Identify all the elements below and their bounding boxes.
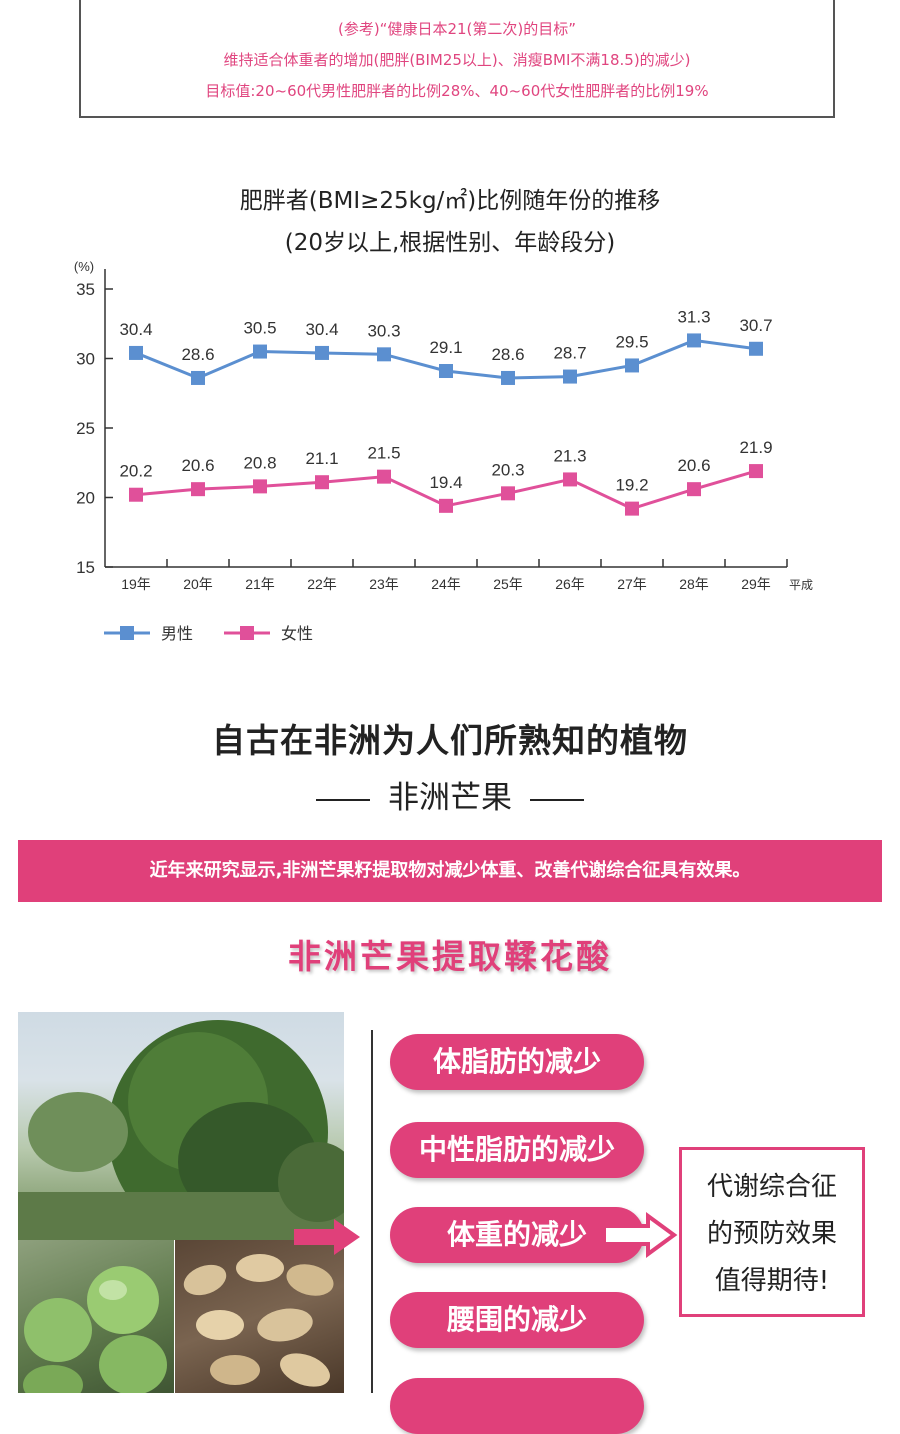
y-tick-label: 15 <box>76 558 95 577</box>
data-label: 30.3 <box>367 321 400 340</box>
data-point <box>439 364 453 379</box>
benefit-pill-3: 体重的减少 <box>390 1207 644 1263</box>
fruit-photo <box>18 1240 174 1393</box>
data-point <box>191 370 205 385</box>
benefit-pill-2: 中性脂肪的减少 <box>390 1122 644 1178</box>
data-point <box>129 345 143 360</box>
x-tick-label: 24年 <box>431 576 461 592</box>
data-label: 28.7 <box>553 344 586 363</box>
legend-label-1: 女性 <box>281 624 313 643</box>
outline-arrow-icon <box>602 1212 678 1258</box>
expectation-box: 代谢综合征 的预防效果 值得期待! <box>679 1147 865 1317</box>
data-point <box>625 501 639 516</box>
benefit-pill-4: 腰围的减少 <box>390 1292 644 1348</box>
data-point <box>377 347 391 362</box>
data-label: 21.9 <box>739 438 772 457</box>
tree-photo <box>18 1012 344 1240</box>
research-banner: 近年来研究显示,非洲芒果籽提取物对减少体重、改善代谢综合征具有效果。 <box>18 840 882 902</box>
data-point <box>315 345 329 360</box>
x-axis-label: 平成 <box>789 578 813 592</box>
divider-line <box>371 1030 373 1393</box>
data-point <box>749 341 763 356</box>
data-point <box>439 498 453 513</box>
data-point <box>315 475 329 490</box>
expectation-line-3: 值得期待! <box>714 1266 830 1296</box>
data-point <box>377 469 391 484</box>
data-point <box>563 472 577 487</box>
x-tick-label: 22年 <box>307 576 337 592</box>
x-tick-label: 23年 <box>369 576 399 592</box>
data-label: 20.6 <box>181 456 214 475</box>
data-point <box>687 482 701 497</box>
legend-marker-0 <box>120 626 134 640</box>
data-label: 30.7 <box>739 316 772 335</box>
data-label: 30.4 <box>305 320 338 339</box>
data-label: 28.6 <box>181 345 214 364</box>
data-label: 21.1 <box>305 449 338 468</box>
reference-box: (参考)“健康日本21(第二次)的目标” 维持适合体重者的增加(肥胖(BIM25… <box>79 0 835 118</box>
data-label: 29.5 <box>615 332 648 351</box>
data-label: 21.5 <box>367 444 400 463</box>
section-subtitle: 非洲芒果 <box>388 780 512 816</box>
seed-photo <box>175 1240 344 1393</box>
data-point <box>191 482 205 497</box>
data-point <box>129 487 143 502</box>
y-tick-label: 30 <box>76 350 95 369</box>
data-point <box>687 333 701 348</box>
data-label: 19.4 <box>429 473 462 492</box>
section-title: 自古在非洲为人们所熟知的植物 <box>212 721 688 760</box>
section-subtitle-row: 非洲芒果 <box>0 772 900 817</box>
chart-title: 肥胖者(BMI≥25kg/㎡)比例随年份的推移 <box>239 188 661 214</box>
left-dash <box>316 798 370 801</box>
x-tick-label: 19年 <box>121 576 151 592</box>
right-arrow-icon <box>294 1219 360 1255</box>
data-label: 20.2 <box>119 462 152 481</box>
data-point <box>501 486 515 501</box>
data-label: 29.1 <box>429 338 462 357</box>
data-point <box>625 358 639 373</box>
expectation-line-2: 的预防效果 <box>706 1219 837 1249</box>
right-dash <box>530 798 584 801</box>
x-tick-label: 26年 <box>555 576 585 592</box>
data-label: 20.6 <box>677 456 710 475</box>
data-label: 31.3 <box>677 307 710 326</box>
data-point <box>563 369 577 384</box>
data-label: 21.3 <box>553 446 586 465</box>
x-tick-label: 29年 <box>741 576 771 592</box>
data-label: 19.2 <box>615 476 648 495</box>
x-tick-label: 20年 <box>183 576 213 592</box>
benefit-pill-5 <box>390 1378 644 1434</box>
x-tick-label: 28年 <box>679 576 709 592</box>
reference-line-1: (参考)“健康日本21(第二次)的目标” <box>337 20 577 38</box>
data-label: 28.6 <box>491 345 524 364</box>
data-point <box>253 344 267 359</box>
y-tick-label: 25 <box>76 419 95 438</box>
x-tick-label: 25年 <box>493 576 523 592</box>
x-tick-label: 21年 <box>245 576 275 592</box>
data-point <box>501 370 515 385</box>
chart-subtitle: (20岁以上,根据性别、年龄段分) <box>284 230 616 256</box>
data-label: 30.5 <box>243 319 276 338</box>
extract-title: 非洲芒果提取鞣花酸 <box>288 937 612 976</box>
data-point <box>749 464 763 479</box>
expectation-line-1: 代谢综合征 <box>706 1172 837 1202</box>
y-tick-label: 20 <box>76 489 95 508</box>
legend-marker-1 <box>240 626 254 640</box>
y-tick-label: 35 <box>76 280 95 299</box>
data-label: 30.4 <box>119 320 152 339</box>
legend-label-0: 男性 <box>161 625 193 643</box>
benefit-pill-1: 体脂肪的减少 <box>390 1034 644 1090</box>
data-label: 20.3 <box>491 460 524 479</box>
y-axis-unit: (%) <box>74 259 94 274</box>
obesity-line-chart: 15 20 25 30 35 (%) 19年 20年 21年 22年 23年 24年 25年 26年 27年… <box>74 259 813 643</box>
reference-line-2: 维持适合体重者的增加(肥胖(BIM25以上)、消瘦BMI不满18.5)的减少) <box>223 51 691 69</box>
reference-line-3: 目标值:20~60代男性肥胖者的比例28%、40~60代女性肥胖者的比例19% <box>205 82 709 100</box>
x-tick-label: 27年 <box>617 576 647 592</box>
data-point <box>253 479 267 494</box>
data-label: 20.8 <box>243 453 276 472</box>
